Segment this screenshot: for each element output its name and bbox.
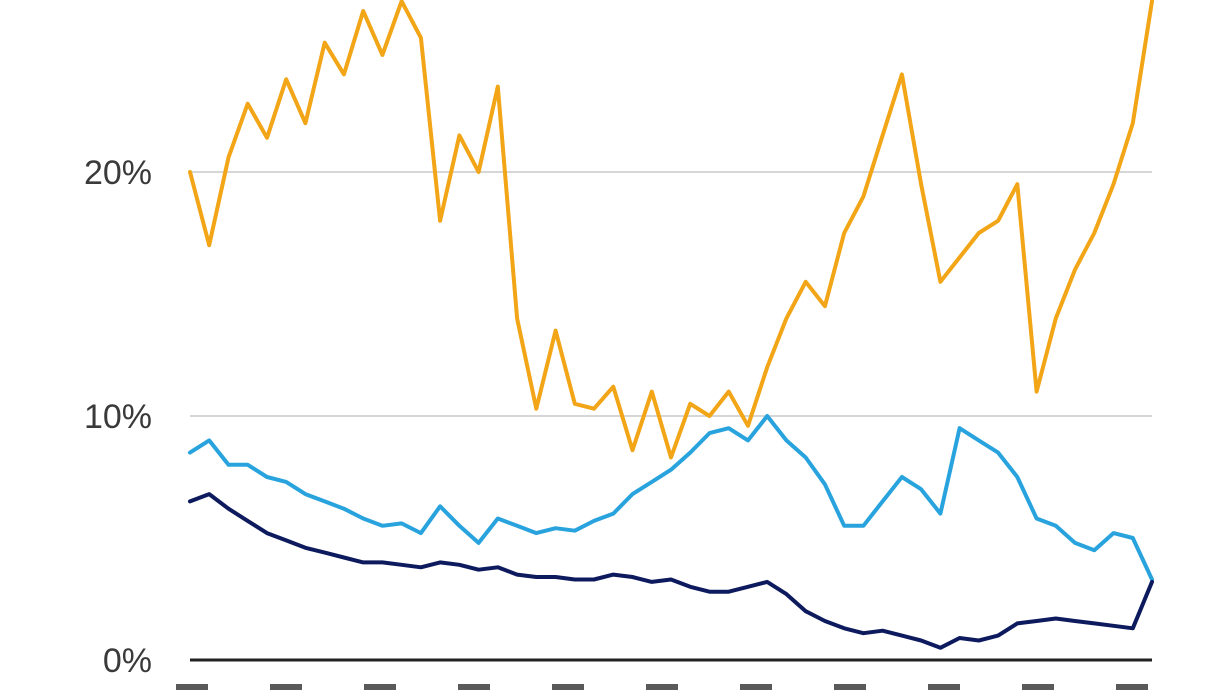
x-tick-mark: [176, 684, 208, 690]
y-tick-label: 0%: [103, 642, 152, 680]
x-tick-mark: [552, 684, 584, 690]
x-tick-mark: [1022, 684, 1054, 690]
x-tick-mark: [646, 684, 678, 690]
y-tick-label: 20%: [84, 154, 152, 192]
x-axis-ticks: [176, 684, 1148, 690]
x-tick-mark: [740, 684, 772, 690]
x-tick-mark: [834, 684, 866, 690]
x-tick-mark: [458, 684, 490, 690]
series-line-1: [188, 0, 1154, 460]
x-tick-mark: [270, 684, 302, 690]
series-line-3: [188, 492, 1154, 650]
series-lines: [188, 0, 1154, 650]
y-tick-label: 10%: [84, 398, 152, 436]
series-line-2: [188, 414, 1154, 582]
x-tick-mark: [928, 684, 960, 690]
x-tick-mark: [1116, 684, 1148, 690]
x-tick-mark: [364, 684, 396, 690]
gridlines: [190, 171, 1152, 417]
y-axis-tick-labels: 0% 10% 20%: [84, 154, 152, 680]
